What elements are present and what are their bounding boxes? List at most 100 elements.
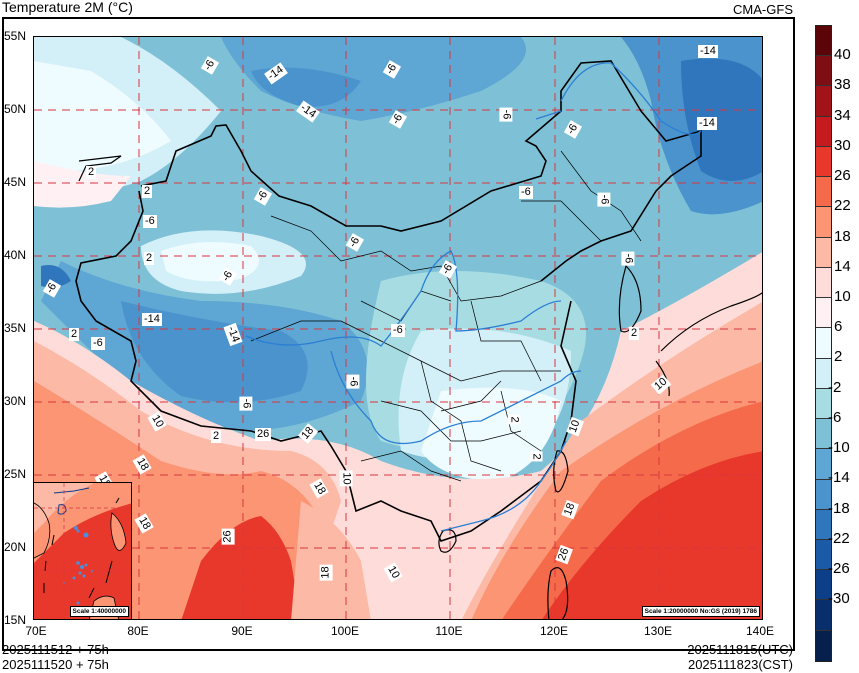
colorbar-bin [816, 328, 831, 359]
colorbar-bin [816, 177, 831, 208]
colorbar-bin [816, 449, 831, 480]
contour-label: -6 [621, 251, 635, 266]
contour-label: -14 [142, 313, 162, 326]
lat-label: 55N [4, 29, 27, 43]
lat-label: 50N [4, 102, 27, 116]
model-name: CMA-GFS [733, 2, 793, 17]
lon-label: 130E [643, 624, 673, 638]
contour-label: 18 [561, 499, 580, 520]
contour-label: 18 [319, 564, 333, 581]
contour-label: -6 [391, 324, 405, 337]
contour-label: -6 [346, 374, 360, 389]
lon-label: 90E [231, 624, 253, 638]
colorbar-tick: 22 [834, 197, 851, 214]
contour-label: 10 [339, 470, 353, 487]
colorbar-tick: 40 [834, 46, 851, 63]
lat-label: 40N [4, 248, 27, 262]
south-china-sea-inset: Scale 1:40000000 [33, 482, 132, 620]
colorbar-bin [816, 539, 831, 571]
contour-label: 2 [507, 414, 521, 425]
chart-title: Temperature 2M (°C) [2, 0, 133, 15]
lat-label: 15N [4, 613, 27, 627]
colorbar-bin [816, 479, 831, 510]
colorbar-bin [816, 600, 831, 631]
colorbar-tick: 30 [834, 137, 851, 154]
contour-label: 18 [132, 454, 152, 475]
contour-label: -14 [223, 322, 243, 347]
contour-label: -6 [143, 215, 157, 228]
contour-label: 10 [566, 416, 585, 437]
inset-scale-label: Scale 1:40000000 [69, 606, 129, 617]
valid-time-cst: 2025111823(CST) [687, 657, 793, 672]
lon-label: 100E [330, 624, 360, 638]
rivers [245, 62, 702, 532]
colorbar-bin [816, 298, 831, 329]
colorbar-tick: 14 [834, 258, 851, 275]
map-field [34, 37, 762, 619]
init-time-cst: 2025111520 + 75h [2, 657, 109, 672]
lon-label: 70E [25, 624, 47, 638]
colorbar-tick: 18 [834, 228, 851, 245]
contour-labels: -6 -14 -14 -6 -6 -14 -14 -6 -6 -6 -6 -6 … [34, 37, 762, 619]
contour-label: -6 [239, 396, 253, 411]
lat-label: 20N [4, 540, 27, 554]
colorbar-bin [816, 116, 831, 147]
contour-label: -6 [42, 279, 61, 298]
contour-label: -14 [296, 100, 320, 123]
contour-label: 10 [383, 562, 403, 583]
lat-label: 45N [4, 175, 27, 189]
colorbar-bin [816, 358, 831, 389]
colorbar-bin [816, 570, 831, 601]
colorbar-tick: 26 [834, 167, 851, 184]
contour-label: -6 [388, 110, 407, 129]
contour-label: 2 [86, 166, 97, 179]
graticule [34, 37, 762, 619]
contour-label: -14 [264, 62, 288, 85]
temperature-map[interactable]: -6 -14 -14 -6 -6 -14 -14 -6 -6 -6 -6 -6 … [33, 36, 763, 620]
colorbar-bin [816, 146, 831, 178]
lon-label: 110E [435, 624, 463, 638]
contour-label: 2 [529, 451, 543, 462]
valid-time-utc: 2025111815(UTC) [687, 642, 793, 657]
contour-label: 2 [144, 252, 155, 265]
colorbar-tick: 10 [834, 288, 851, 305]
lat-label: 25N [4, 467, 27, 481]
contour-label: 26 [255, 428, 272, 441]
contour-label: 18 [297, 423, 319, 444]
contour-label: -6 [91, 337, 105, 350]
contour-label: 10 [650, 374, 672, 395]
contour-label: -14 [698, 45, 718, 58]
contour-label: -6 [253, 187, 272, 206]
colorbar-tick: -26 [828, 560, 850, 577]
outer-frame [2, 17, 795, 651]
contour-label: 18 [309, 478, 329, 499]
contour-label: 2 [211, 430, 222, 443]
colorbar-bin [816, 207, 831, 238]
contour-label: -6 [200, 56, 219, 75]
colorbar-tick: 6 [834, 318, 843, 335]
colorbar-bin [816, 237, 831, 268]
lon-label: 80E [127, 624, 149, 638]
colorbar-tick: -10 [828, 439, 850, 456]
contour-label: 26 [221, 528, 235, 545]
init-time: 2025111512 + 75h 2025111520 + 75h [2, 642, 109, 672]
contour-label: 18 [134, 513, 154, 534]
colorbar-bin [816, 388, 831, 420]
colorbar-bin [816, 86, 831, 117]
contour-label: -6 [563, 120, 582, 139]
contour-label: -14 [697, 117, 717, 130]
contour-label: -6 [382, 60, 401, 79]
contour-label: 26 [555, 544, 574, 565]
colorbar-tick: 34 [834, 107, 851, 124]
contour-label: -6 [597, 192, 611, 207]
colorbar-bin [816, 419, 831, 450]
colorbar-bin [816, 267, 831, 299]
contour-label: -6 [438, 260, 457, 279]
colorbar-tick: -14 [828, 469, 850, 486]
contour-label: -6 [345, 233, 364, 252]
contour-label: -6 [499, 107, 513, 122]
contour-label: 10 [147, 411, 167, 432]
valid-time: 2025111815(UTC) 2025111823(CST) [687, 642, 793, 672]
colorbar-bin [816, 26, 831, 57]
lon-label: 120E [539, 624, 569, 638]
